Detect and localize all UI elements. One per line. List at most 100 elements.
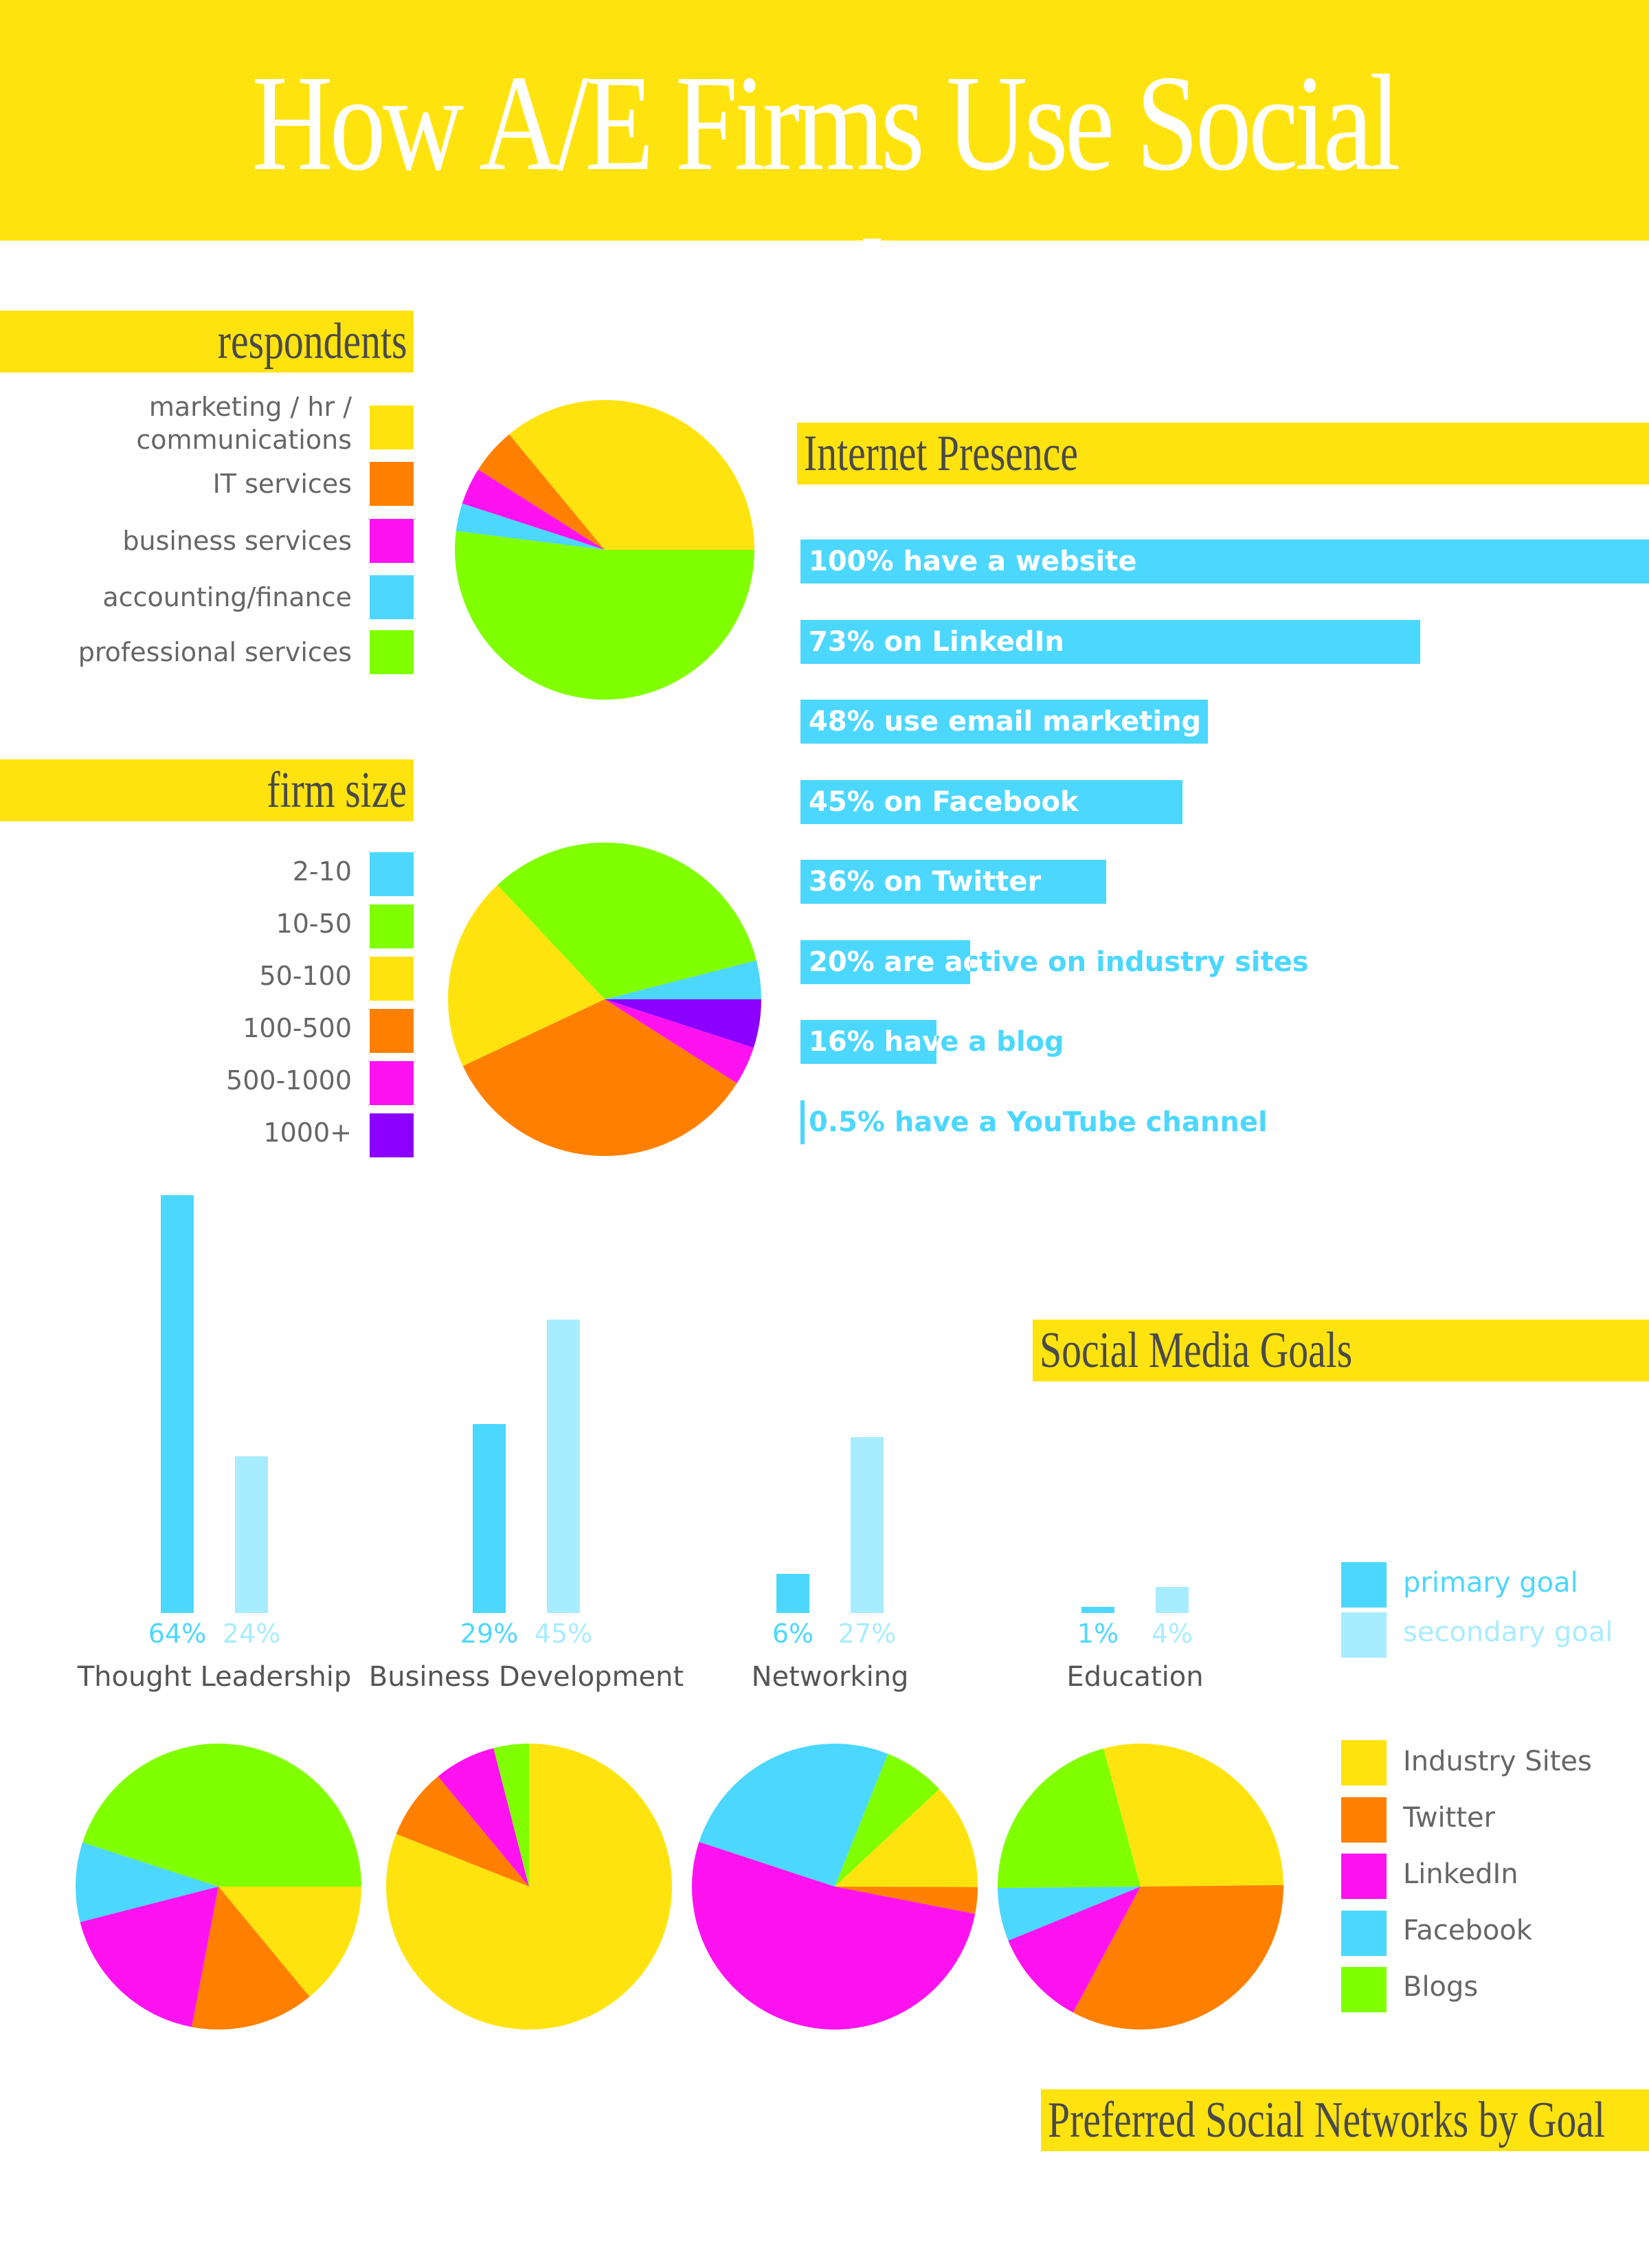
pie-slice-accounting-finance [456,503,605,550]
legend-swatch-marketing [370,405,414,449]
internet-presence-label: 48% use email marketing [809,706,1202,737]
legend-swatch-professional-services [370,630,414,674]
internet-presence-bar [800,619,1420,664]
pie-slice-twitter [1073,1885,1283,2030]
firm-size-pie [448,843,761,1156]
legend-swatch-facebook [1341,1911,1387,1956]
pie-slice-business-services [462,469,605,550]
goal-category-label: Education [1066,1661,1204,1693]
pie-slice-50-100 [448,885,605,1067]
preferred-networks-heading: Preferred Social Networks by Goal [1048,2092,1606,2148]
goal-bar-networking-secondary-goal [851,1436,884,1613]
internet-presence-row: 36% on Twitter 36% on Twitter [800,860,1649,904]
respondents-pie [455,400,754,700]
legend-label-10-50: 10-50 [276,909,352,939]
goal-value-label: 4% [1151,1619,1193,1649]
internet-presence-bar [800,540,1649,583]
internet-presence-label-overlay: 45% on Facebook [809,786,1079,818]
pie-slice-facebook [699,1744,888,1887]
pie-slice-professional-services [455,531,754,700]
pie-slice-2-10 [605,960,761,999]
goal-category-label: Business Development [368,1661,684,1693]
internet-presence-heading: Internet Presence [804,425,1079,482]
goal-value-label: 1% [1077,1619,1119,1649]
goal-bar-business-development-primary-goal [473,1423,506,1613]
internet-presence-label-overlay: 73% on LinkedIn [809,625,1064,658]
legend-label-marketing: marketing / hr / communications [136,392,352,455]
pie-slice-linkedin [1008,1887,1141,2013]
networks-pie-thought-leadership [76,1744,362,2030]
internet-presence-bar [800,1100,805,1144]
pie-slice-facebook [998,1887,1141,1941]
pie-slice-100-500 [462,999,737,1156]
legend-label-1000-plus: 1000+ [263,1118,352,1148]
legend-swatch-secondary-goal [1341,1612,1387,1658]
legend-swatch-it-services [370,462,414,506]
legend-label-industry-sites: Industry Sites [1403,1746,1592,1777]
legend-label-2-10: 2-10 [292,856,352,887]
goal-bar-business-development-secondary-goal [547,1319,580,1613]
title-band [0,0,1649,241]
goal-value-label: 27% [838,1619,897,1649]
goal-value-label: 64% [148,1619,207,1649]
legend-label-business-services: business services [122,526,352,556]
internet-presence-label: 0.5% have a YouTube channel [809,1106,1268,1138]
legend-swatch-2-10 [370,852,414,896]
pie-slice-industry-sites [1103,1744,1283,1887]
legend-swatch-500-1000 [370,1061,414,1105]
goal-value-label: 6% [772,1619,814,1649]
respondents-banner: respondents [0,311,414,373]
goal-value-label: 29% [460,1619,519,1649]
legend-swatch-1000-plus [370,1113,414,1157]
pie-slice-1000 [605,999,761,1048]
pie-slice-marketing-hr-communications [509,400,754,550]
goal-category-label: Networking [751,1661,909,1693]
internet-presence-label: 20% are active on industry sites [809,946,1309,978]
internet-presence-row: 48% use email marketing 48% use email mar… [800,700,1649,744]
pie-slice-blogs [835,1753,940,1887]
legend-label-blogs: Blogs [1403,1971,1479,2003]
legend-label-primary-goal: primary goal [1403,1567,1578,1599]
legend-swatch-10-50 [370,904,414,948]
legend-label-50-100: 50-100 [259,961,352,991]
internet-presence-label-overlay: 16% have a blog [809,1026,936,1058]
legend-swatch-accounting [370,575,414,619]
pie-slice-blogs [998,1748,1141,1889]
pie-slice-industry-sites [835,1789,978,1887]
internet-presence-bar [800,860,1106,904]
internet-presence-banner: Internet Presence [797,423,1649,485]
legend-label-100-500: 100-500 [243,1013,352,1043]
legend-swatch-100-500 [370,1009,414,1053]
respondents-heading: respondents [217,313,407,370]
pie-slice-blogs [82,1744,362,1887]
goal-bar-education-secondary-goal [1156,1587,1189,1613]
pie-slice-it-services [478,434,605,550]
firm-size-banner: firm size [0,759,414,821]
pie-slice-twitter [835,1887,978,1914]
legend-swatch-linkedin [1341,1854,1387,1899]
internet-presence-bar [800,779,1182,824]
internet-presence-label: 45% on Facebook [809,786,1079,818]
pie-slice-twitter [192,1887,310,2030]
internet-presence-label-overlay: 48% use email marketing [809,706,1202,737]
pie-slice-linkedin [80,1887,218,2027]
legend-label-accounting: accounting/finance [102,582,352,612]
social-media-goals-heading: Social Media Goals [1040,1322,1353,1379]
legend-swatch-industry-sites [1341,1740,1387,1786]
goal-bar-thought-leadership-primary-goal [161,1195,194,1613]
pie-slice-facebook [76,1842,218,1922]
internet-presence-label-overlay: 36% on Twitter [809,866,1042,898]
preferred-networks-banner: Preferred Social Networks by Goal [1041,2089,1649,2151]
networks-pie-business-development [386,1744,672,2030]
internet-presence-bar [800,1020,936,1064]
legend-swatch-business-services [370,519,414,563]
internet-presence-row: 73% on LinkedIn 73% on LinkedIn [800,619,1649,664]
goal-bar-education-primary-goal [1081,1606,1114,1613]
pie-slice-linkedin [438,1748,529,1887]
internet-presence-label-overlay: 100% have a website [809,546,1137,577]
internet-presence-row: 20% are active on industry sites 20% are … [800,940,1649,984]
social-media-goals-banner: Social Media Goals [1033,1320,1649,1381]
internet-presence-label: 100% have a website [809,546,1137,577]
legend-swatch-primary-goal [1341,1562,1387,1608]
networks-pie-education [998,1744,1283,2030]
